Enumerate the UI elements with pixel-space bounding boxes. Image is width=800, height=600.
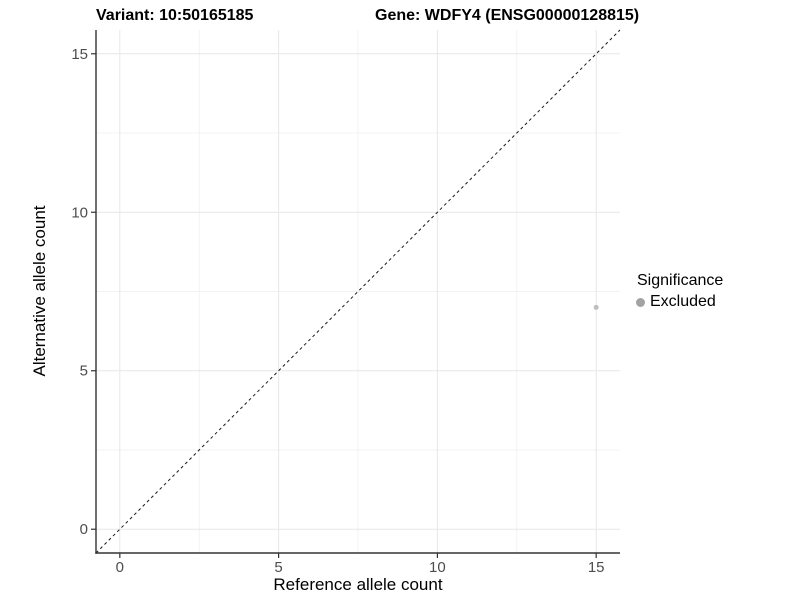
data-point — [593, 304, 599, 310]
legend-point-icon — [636, 297, 645, 307]
x-tick-label: 15 — [588, 559, 605, 576]
x-axis-label: Reference allele count — [273, 575, 443, 594]
y-tick-label: 15 — [71, 46, 88, 63]
x-tick-label: 0 — [116, 559, 124, 576]
plot-title-variant: Variant: 10:50165185 — [96, 7, 254, 24]
y-tick-label: 10 — [71, 204, 88, 221]
legend: Significance Excluded — [632, 272, 723, 311]
x-tick-label: 10 — [429, 559, 446, 576]
legend-entries: Excluded — [632, 293, 723, 311]
y-tick-label: 5 — [80, 363, 88, 380]
legend-entry-label: Excluded — [650, 293, 716, 310]
y-tick-label: 0 — [80, 521, 88, 538]
y-axis-label: Alternative allele count — [30, 205, 49, 377]
legend-title: Significance — [637, 272, 724, 289]
x-tick-label: 5 — [274, 559, 282, 576]
plot-title-gene: Gene: WDFY4 (ENSG00000128815) — [375, 7, 640, 24]
legend-entry: Excluded — [632, 293, 723, 311]
